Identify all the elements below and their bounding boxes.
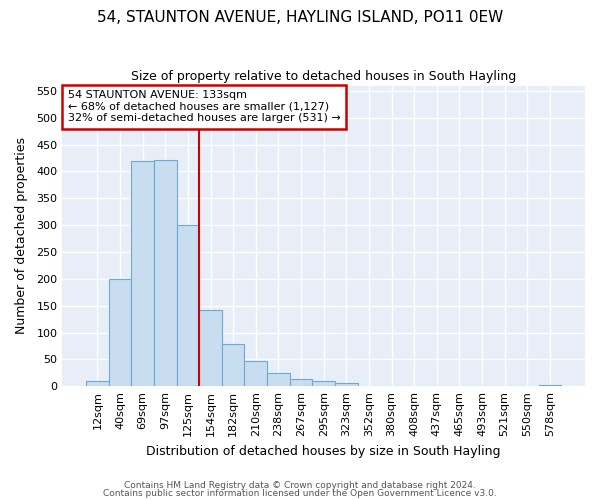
Bar <box>244 360 267 386</box>
Bar <box>131 160 154 386</box>
Bar <box>290 379 313 386</box>
Text: Contains public sector information licensed under the Open Government Licence v3: Contains public sector information licen… <box>103 488 497 498</box>
Text: 54 STAUNTON AVENUE: 133sqm
← 68% of detached houses are smaller (1,127)
32% of s: 54 STAUNTON AVENUE: 133sqm ← 68% of deta… <box>68 90 340 124</box>
Bar <box>335 382 358 386</box>
Bar <box>222 344 244 387</box>
Bar <box>86 381 109 386</box>
Bar <box>199 310 222 386</box>
Bar <box>313 381 335 386</box>
Bar <box>539 385 561 386</box>
Y-axis label: Number of detached properties: Number of detached properties <box>15 138 28 334</box>
Text: Contains HM Land Registry data © Crown copyright and database right 2024.: Contains HM Land Registry data © Crown c… <box>124 481 476 490</box>
Bar <box>154 160 176 386</box>
Bar <box>176 225 199 386</box>
Bar <box>267 373 290 386</box>
X-axis label: Distribution of detached houses by size in South Hayling: Distribution of detached houses by size … <box>146 444 501 458</box>
Text: 54, STAUNTON AVENUE, HAYLING ISLAND, PO11 0EW: 54, STAUNTON AVENUE, HAYLING ISLAND, PO1… <box>97 10 503 25</box>
Bar <box>109 279 131 386</box>
Title: Size of property relative to detached houses in South Hayling: Size of property relative to detached ho… <box>131 70 516 83</box>
